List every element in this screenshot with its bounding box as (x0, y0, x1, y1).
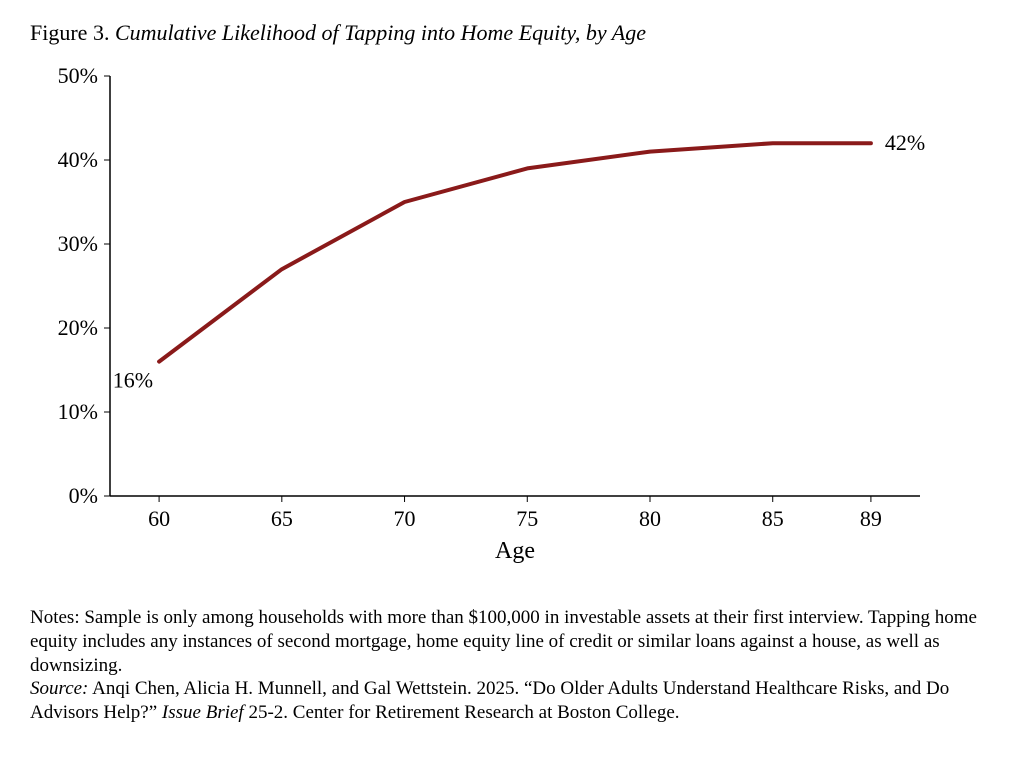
y-tick-label: 50% (58, 63, 98, 88)
source-label: Source: (30, 678, 88, 699)
figure-notes: Notes: Sample is only among households w… (30, 606, 994, 725)
source-text-b: 25-2. Center for Retirement Research at … (244, 702, 680, 723)
figure-title-italic: Cumulative Likelihood of Tapping into Ho… (115, 20, 646, 45)
x-tick-label: 60 (148, 506, 170, 531)
issue-brief: Issue Brief (162, 702, 244, 723)
y-tick-label: 10% (58, 399, 98, 424)
x-tick-label: 70 (394, 506, 416, 531)
x-tick-label: 89 (860, 506, 882, 531)
data-point-label: 42% (885, 130, 925, 155)
figure-label: Figure 3. (30, 20, 109, 45)
data-line (159, 143, 871, 361)
notes-text: Notes: Sample is only among households w… (30, 607, 977, 676)
figure-title: Figure 3. Cumulative Likelihood of Tappi… (30, 20, 994, 46)
y-tick-label: 20% (58, 315, 98, 340)
y-tick-label: 30% (58, 231, 98, 256)
data-point-label: 16% (113, 368, 153, 393)
y-tick-label: 0% (69, 483, 98, 508)
x-axis-title: Age (495, 538, 535, 564)
x-tick-label: 75 (516, 506, 538, 531)
line-chart: 0% 10% 20% 30% 40% 50% 60 65 70 75 80 85 89 Age 16% 42% (30, 56, 990, 576)
x-tick-label: 80 (639, 506, 661, 531)
x-tick-label: 85 (762, 506, 784, 531)
y-tick-label: 40% (58, 147, 98, 172)
chart-svg: 0% 10% 20% 30% 40% 50% 60 65 70 75 80 85 89 Age 16% 42% (30, 56, 990, 576)
x-tick-label: 65 (271, 506, 293, 531)
